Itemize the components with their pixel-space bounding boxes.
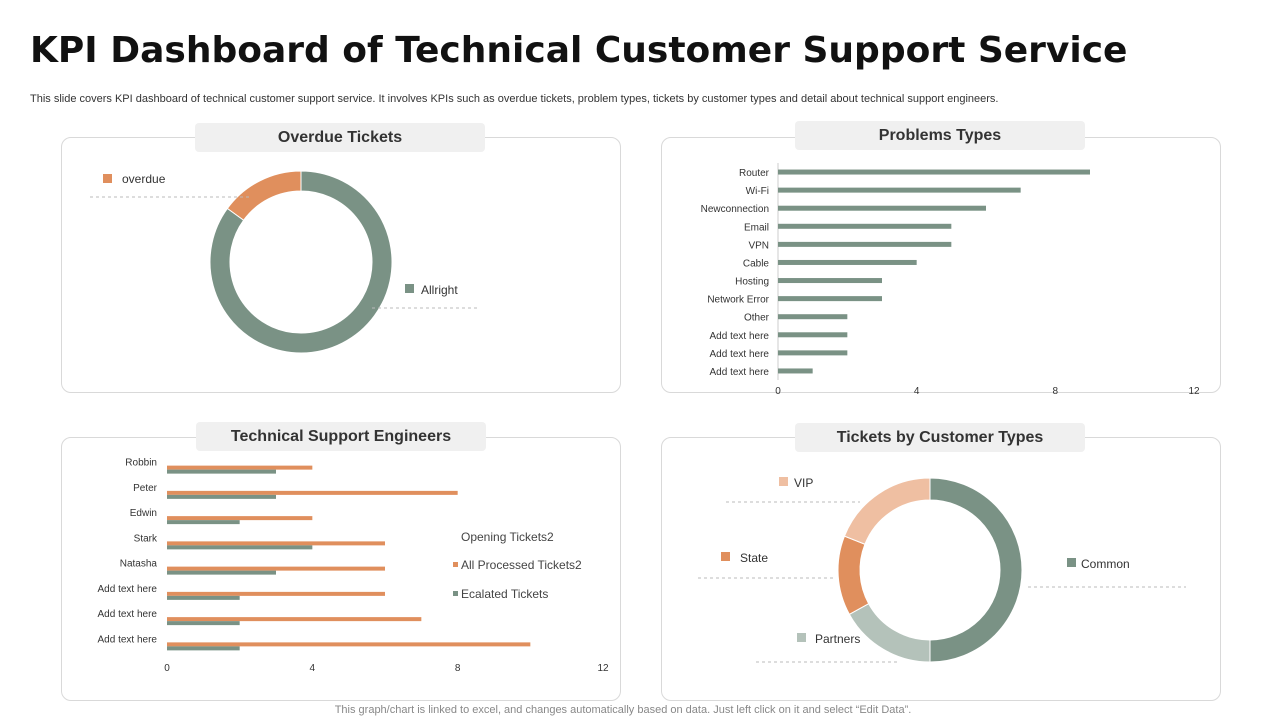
engineers-processed-bar (167, 541, 385, 546)
problems-bar (778, 223, 952, 229)
engineers-processed-bar (167, 566, 385, 571)
problems-bar (778, 350, 848, 356)
vip-legend-marker (779, 477, 788, 486)
common-legend-marker (1067, 558, 1076, 567)
overdue-panel (61, 137, 621, 393)
problems-bar (778, 241, 952, 247)
engineers-legend-escalated: Ecalated Tickets (461, 587, 548, 601)
problems-bar (778, 205, 986, 211)
engineers-legend-opening: Opening Tickets2 (461, 530, 554, 544)
problems-category-label: VPN (748, 240, 769, 251)
engineers-processed-bar (167, 465, 313, 470)
overdue-legend-marker (103, 174, 112, 183)
engineers-title: Technical Support Engineers (196, 422, 486, 451)
engineers-category-label: Natasha (120, 559, 158, 570)
problems-category-label: Newconnection (701, 204, 769, 215)
page-subtitle: This slide covers KPI dashboard of techn… (30, 93, 999, 105)
engineers-processed-bar (167, 617, 422, 622)
state-legend-label: State (740, 551, 768, 565)
problems-bar (778, 278, 882, 284)
customers-slice-partners (848, 603, 931, 663)
problems-category-label: Network Error (707, 295, 769, 306)
problems-bar (778, 169, 1090, 175)
problems-bar (778, 314, 848, 320)
engineers-escalated-bar (167, 570, 276, 575)
engineers-category-label: Edwin (130, 508, 157, 519)
page-title: KPI Dashboard of Technical Customer Supp… (30, 30, 1128, 71)
engineers-legend-processed-marker (453, 562, 458, 567)
engineers-category-label: Stark (134, 533, 158, 544)
engineers-escalated-bar (167, 595, 240, 600)
problems-category-label: Wi-Fi (746, 186, 769, 197)
engineers-tick-label: 12 (597, 663, 609, 674)
problems-tick-label: 4 (914, 386, 920, 397)
engineers-processed-bar (167, 490, 458, 495)
problems-bar (778, 332, 848, 338)
problems-bar (778, 187, 1021, 193)
engineers-tick-label: 0 (164, 663, 170, 674)
customers-title: Tickets by Customer Types (795, 423, 1085, 452)
customers-slice-common (929, 477, 1023, 663)
allright-legend-marker (405, 284, 414, 293)
problems-bar (778, 296, 882, 302)
engineers-escalated-bar (167, 545, 313, 550)
engineers-escalated-bar (167, 621, 240, 626)
engineers-escalated-bar (167, 469, 276, 474)
vip-legend-label: VIP (794, 476, 813, 490)
overdue-title: Overdue Tickets (195, 123, 485, 152)
problems-tick-label: 8 (1053, 386, 1059, 397)
footer-note: This graph/chart is linked to excel, and… (334, 704, 912, 716)
problems-category-label: Email (744, 222, 769, 233)
problems-tick-label: 12 (1188, 386, 1200, 397)
state-legend-marker (721, 552, 730, 561)
overdue-slice-allright (209, 170, 393, 354)
engineers-processed-bar (167, 591, 385, 596)
problems-category-label: Hosting (735, 277, 769, 288)
problems-bar (778, 259, 917, 265)
engineers-escalated-bar (167, 646, 240, 651)
customers-slice-vip (843, 477, 931, 545)
problems-category-label: Add text here (710, 331, 770, 342)
problems-category-label: Add text here (710, 367, 770, 378)
engineers-category-label: Robbin (125, 458, 157, 469)
engineers-legend-processed: All Processed Tickets2 (461, 558, 582, 572)
allright-legend-label: Allright (421, 283, 458, 297)
overdue-legend-label: overdue (122, 172, 166, 186)
problems-category-label: Router (739, 168, 770, 179)
partners-legend-label: Partners (815, 632, 860, 646)
engineers-escalated-bar (167, 520, 240, 525)
problems-category-label: Cable (743, 258, 770, 269)
problems-bar (778, 368, 813, 374)
problems-panel (661, 137, 1221, 393)
engineers-processed-bar (167, 642, 531, 647)
engineers-legend-escalated-marker (453, 591, 458, 596)
engineers-processed-bar (167, 516, 313, 521)
partners-legend-marker (797, 633, 806, 642)
problems-category-label: Add text here (710, 349, 770, 360)
engineers-tick-label: 8 (455, 663, 461, 674)
engineers-category-label: Add text here (98, 634, 158, 645)
common-legend-label: Common (1081, 557, 1130, 571)
customers-slice-state (837, 535, 870, 616)
engineers-category-label: Add text here (98, 584, 158, 595)
engineers-category-label: Peter (133, 483, 158, 494)
engineers-category-label: Add text here (98, 609, 158, 620)
engineers-tick-label: 4 (310, 663, 316, 674)
problems-tick-label: 0 (775, 386, 781, 397)
problems-category-label: Other (744, 313, 770, 324)
engineers-escalated-bar (167, 494, 276, 499)
problems-title: Problems Types (795, 121, 1085, 150)
